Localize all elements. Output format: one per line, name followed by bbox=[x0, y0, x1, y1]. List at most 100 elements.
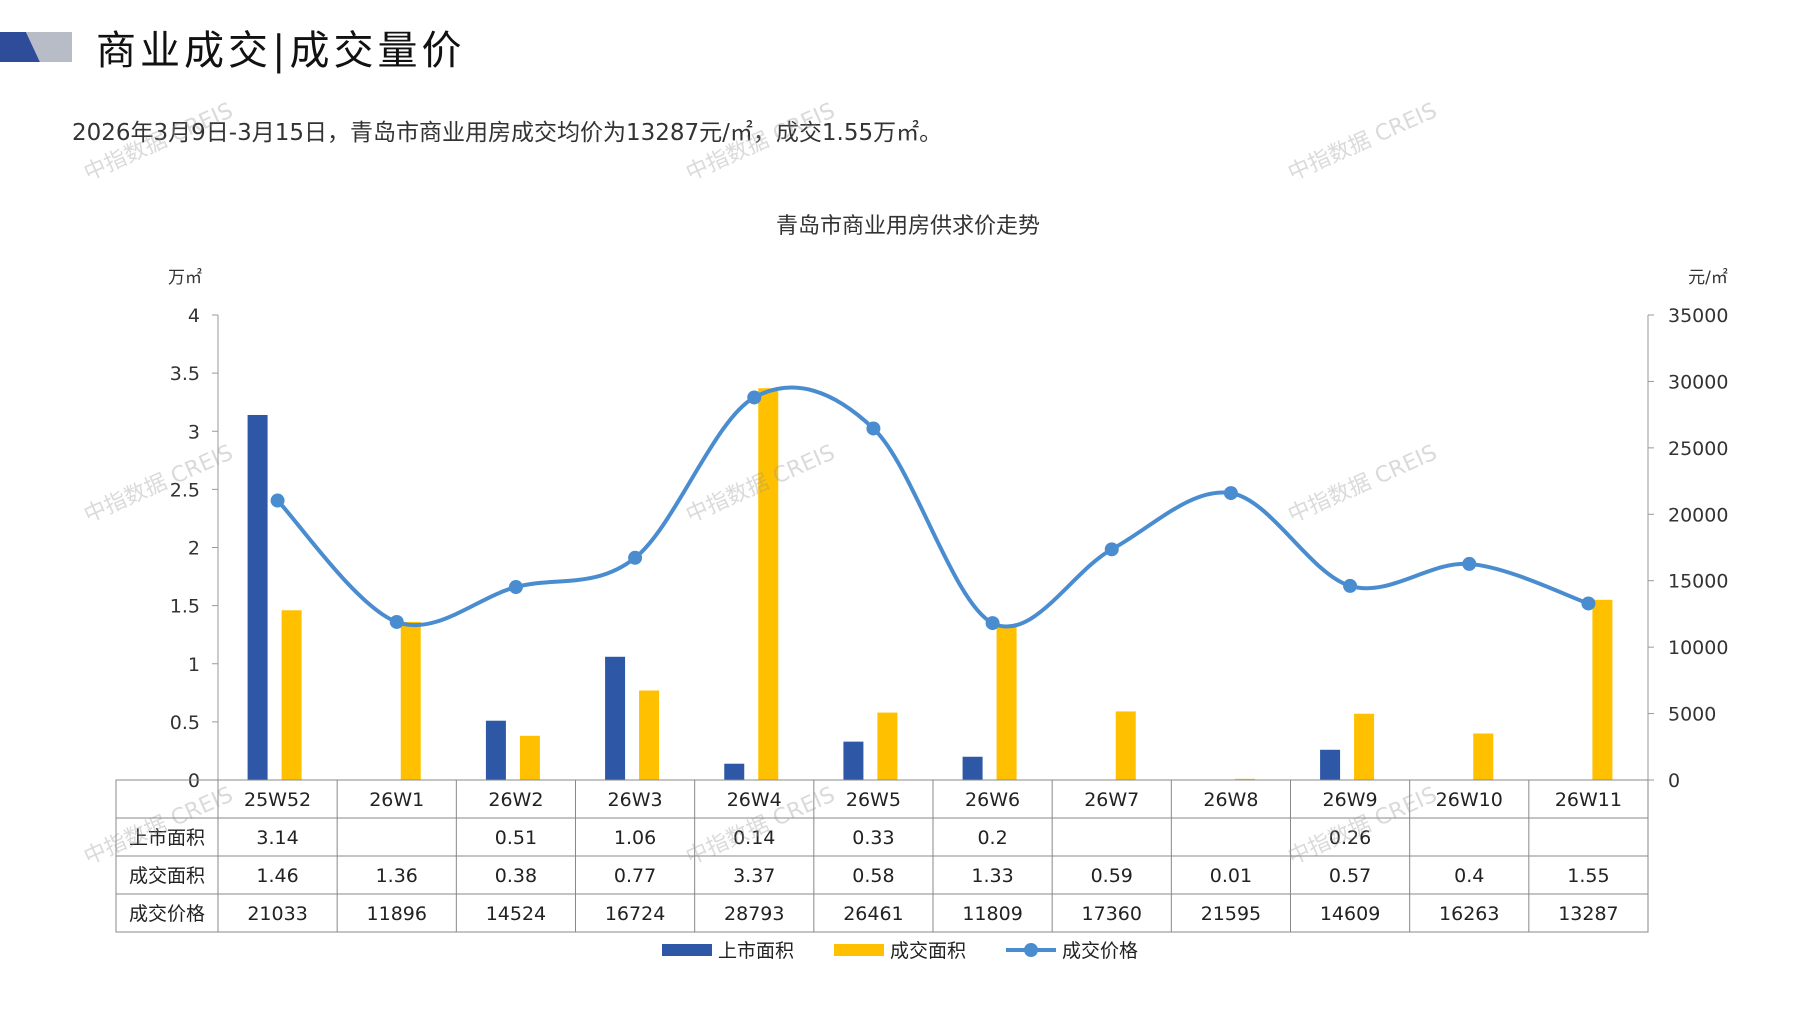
bar-sold-area bbox=[1592, 599, 1613, 780]
bar-listed-area bbox=[605, 656, 626, 780]
x-category-label: 26W5 bbox=[846, 789, 901, 811]
price-point bbox=[866, 421, 881, 436]
table-cell-value: 0.2 bbox=[977, 827, 1007, 849]
price-point bbox=[985, 616, 1000, 631]
bar-sold-area bbox=[877, 712, 898, 780]
bar-sold-area bbox=[1354, 713, 1375, 780]
table-cell-value: 11896 bbox=[367, 903, 427, 925]
price-point bbox=[270, 493, 285, 508]
table-cell-value: 17360 bbox=[1082, 903, 1142, 925]
table-cell-value: 1.36 bbox=[376, 865, 418, 887]
table-cell-value: 0.4 bbox=[1454, 865, 1484, 887]
legend-marker-price bbox=[1024, 943, 1038, 957]
table-cell-value: 11809 bbox=[962, 903, 1022, 925]
right-axis-unit: 元/㎡ bbox=[1688, 268, 1728, 288]
right-tick-label: 10000 bbox=[1668, 637, 1728, 659]
table-cell-value: 0.01 bbox=[1210, 865, 1252, 887]
table-cell-value: 1.06 bbox=[614, 827, 656, 849]
table-cell-value: 0.38 bbox=[495, 865, 537, 887]
table-cell-value: 13287 bbox=[1558, 903, 1618, 925]
right-tick-label: 25000 bbox=[1668, 438, 1728, 460]
table-row-header: 成交价格 bbox=[129, 903, 205, 925]
bar-listed-area bbox=[843, 741, 864, 780]
price-point bbox=[1104, 542, 1119, 557]
bar-sold-area bbox=[996, 625, 1017, 780]
x-category-label: 26W8 bbox=[1203, 789, 1258, 811]
left-tick-label: 4 bbox=[188, 305, 200, 327]
left-tick-label: 3 bbox=[188, 421, 200, 443]
right-tick-label: 0 bbox=[1668, 770, 1680, 792]
right-tick-label: 30000 bbox=[1668, 371, 1728, 393]
bar-sold-area bbox=[281, 610, 302, 780]
legend-label-listed: 上市面积 bbox=[718, 940, 794, 962]
price-point bbox=[1581, 596, 1596, 611]
left-tick-label: 2.5 bbox=[170, 479, 200, 501]
x-category-label: 25W52 bbox=[244, 789, 311, 811]
chart-title: 青岛市商业用房供求价走势 bbox=[776, 214, 1040, 239]
bar-sold-area bbox=[519, 735, 540, 780]
left-tick-label: 1 bbox=[188, 654, 200, 676]
table-cell-value: 0.14 bbox=[733, 827, 775, 849]
price-point bbox=[1343, 578, 1358, 593]
x-category-label: 26W3 bbox=[608, 789, 663, 811]
price-point bbox=[508, 580, 523, 595]
table-cell-value: 21595 bbox=[1201, 903, 1261, 925]
legend-label-sold: 成交面积 bbox=[890, 940, 966, 962]
table-cell-value: 0.77 bbox=[614, 865, 656, 887]
price-line bbox=[276, 385, 1590, 629]
right-tick-label: 35000 bbox=[1668, 305, 1728, 327]
left-tick-label: 1.5 bbox=[170, 596, 200, 618]
table-cell-value: 16724 bbox=[605, 903, 665, 925]
right-tick-label: 5000 bbox=[1668, 704, 1716, 726]
table-cell-value: 0.59 bbox=[1091, 865, 1133, 887]
x-category-label: 26W11 bbox=[1555, 789, 1622, 811]
price-point bbox=[747, 390, 762, 405]
table-cell-value: 1.55 bbox=[1567, 865, 1609, 887]
summary-text: 2026年3月9日-3月15日，青岛市商业用房成交均价为13287元/㎡，成交1… bbox=[72, 120, 943, 146]
table-cell-value: 0.51 bbox=[495, 827, 537, 849]
table-cell-value: 16263 bbox=[1439, 903, 1499, 925]
bar-sold-area bbox=[1234, 778, 1255, 780]
table-cell-value: 3.37 bbox=[733, 865, 775, 887]
table-cell-value: 21033 bbox=[247, 903, 307, 925]
table-cell-value: 0.33 bbox=[852, 827, 894, 849]
table-cell-value: 26461 bbox=[843, 903, 903, 925]
table-cell-value: 0.57 bbox=[1329, 865, 1371, 887]
x-category-label: 26W4 bbox=[727, 789, 782, 811]
legend-swatch-listed bbox=[662, 944, 712, 956]
table-cell-value: 14524 bbox=[486, 903, 546, 925]
legend-swatch-sold bbox=[834, 944, 884, 956]
logo-dark-shape bbox=[0, 32, 40, 62]
left-axis-unit: 万㎡ bbox=[168, 268, 202, 288]
bar-listed-area bbox=[1320, 749, 1341, 780]
x-category-label: 26W1 bbox=[369, 789, 424, 811]
bar-sold-area bbox=[400, 621, 421, 780]
x-category-label: 26W9 bbox=[1323, 789, 1378, 811]
table-cell-value: 28793 bbox=[724, 903, 784, 925]
logo-light-shape bbox=[26, 32, 72, 62]
table-cell-value: 1.33 bbox=[971, 865, 1013, 887]
table-row-header: 成交面积 bbox=[129, 865, 205, 887]
table-cell-value: 1.46 bbox=[256, 865, 298, 887]
left-tick-label: 3.5 bbox=[170, 363, 200, 385]
bar-listed-area bbox=[724, 763, 745, 780]
price-point bbox=[1462, 556, 1477, 571]
price-point bbox=[628, 550, 643, 565]
price-point bbox=[1223, 486, 1238, 501]
x-category-label: 26W7 bbox=[1084, 789, 1139, 811]
x-category-label: 26W10 bbox=[1436, 789, 1503, 811]
bar-sold-area bbox=[758, 388, 779, 780]
x-category-label: 26W6 bbox=[965, 789, 1020, 811]
page-title: 商业成交|成交量价 bbox=[96, 28, 466, 74]
left-tick-label: 0 bbox=[188, 770, 200, 792]
right-tick-label: 15000 bbox=[1668, 571, 1728, 593]
logo-icon bbox=[0, 32, 72, 62]
bar-listed-area bbox=[485, 720, 506, 780]
right-tick-label: 20000 bbox=[1668, 504, 1728, 526]
table-cell-value: 0.26 bbox=[1329, 827, 1371, 849]
bar-listed-area bbox=[962, 756, 983, 780]
left-tick-label: 2 bbox=[188, 538, 200, 560]
price-point bbox=[389, 614, 404, 629]
left-tick-label: 0.5 bbox=[170, 712, 200, 734]
legend-label-price: 成交价格 bbox=[1062, 940, 1138, 962]
